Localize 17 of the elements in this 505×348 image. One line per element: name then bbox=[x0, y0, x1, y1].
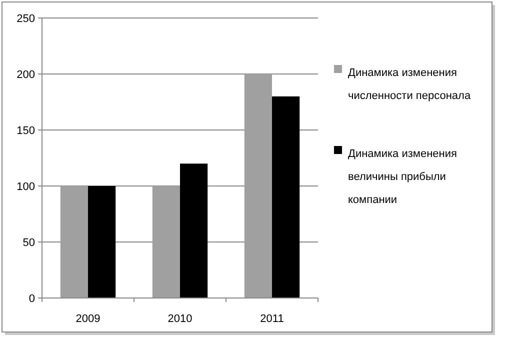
x-tick-label: 2011 bbox=[260, 313, 284, 325]
x-tick-label: 2009 bbox=[76, 313, 100, 325]
legend-label: Динамика изменения численности персонала bbox=[348, 66, 472, 102]
bar bbox=[180, 164, 208, 298]
y-tick-label: 250 bbox=[16, 12, 35, 25]
bar bbox=[244, 74, 272, 298]
y-tick-label: 50 bbox=[22, 236, 35, 249]
bar bbox=[60, 186, 88, 298]
bar bbox=[88, 186, 116, 298]
y-tick-label: 0 bbox=[28, 292, 35, 305]
legend-label: Динамика изменения величины прибыли компании bbox=[348, 148, 457, 206]
y-tick-label: 100 bbox=[16, 180, 35, 193]
bar bbox=[272, 96, 300, 298]
x-tick-label: 2010 bbox=[168, 313, 192, 325]
y-tick-label: 150 bbox=[16, 124, 35, 137]
y-tick-label: 200 bbox=[16, 68, 35, 81]
bar bbox=[152, 186, 180, 298]
